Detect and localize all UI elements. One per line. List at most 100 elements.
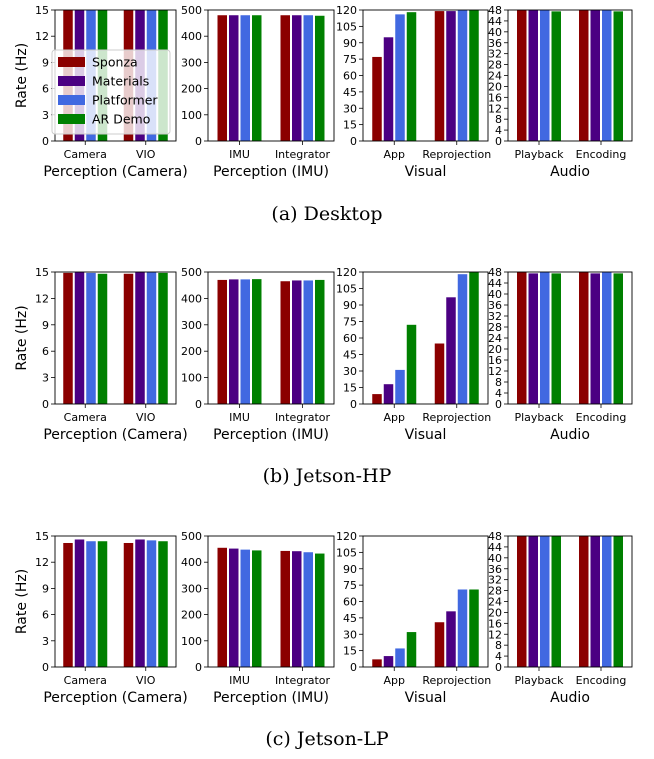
y-tick-label: 9 [42, 319, 49, 332]
panel-title: Perception (IMU) [213, 164, 329, 180]
x-tick-label: Integrator [275, 411, 331, 424]
bar-vio-platformer [146, 540, 157, 667]
x-tick-label: Camera [64, 674, 107, 687]
y-tick-label: 6 [42, 83, 49, 96]
bar-reprojection-sponza [434, 622, 445, 667]
panel-title: Visual [405, 690, 447, 706]
y-tick-label: 0 [42, 135, 49, 148]
x-tick-label: Playback [514, 674, 564, 687]
y-tick-label: 28 [488, 321, 502, 334]
x-tick-label: IMU [229, 674, 250, 687]
x-tick-label: VIO [136, 674, 156, 687]
y-tick-label: 120 [336, 4, 357, 17]
bar-vio-ar-demo [158, 541, 168, 667]
bar-playback-platformer [540, 272, 550, 404]
y-tick-label: 44 [488, 541, 502, 554]
y-tick-label: 75 [343, 53, 357, 66]
y-tick-label: 24 [488, 596, 502, 609]
bar-vio-sponza [123, 542, 134, 667]
y-tick-label: 90 [343, 563, 357, 576]
y-tick-label: 0 [195, 661, 202, 674]
bar-reprojection-materials [446, 611, 456, 667]
panel-frame [362, 271, 489, 405]
x-tick-label: Encoding [576, 411, 627, 424]
y-tick-label: 3 [42, 372, 49, 385]
bar-integrator-platformer [303, 552, 313, 667]
y-tick-label: 0 [495, 661, 502, 674]
legend-entry: Platformer [92, 93, 158, 108]
bar-app-materials [383, 656, 394, 667]
x-tick-label: Camera [64, 411, 107, 424]
y-tick-label: 60 [343, 70, 357, 83]
bar-camera-ar-demo [97, 541, 108, 667]
bar-playback-platformer [540, 536, 550, 667]
bar-app-materials [383, 37, 394, 141]
x-tick-label: VIO [136, 411, 156, 424]
y-tick-label: 90 [343, 37, 357, 50]
bar-reprojection-ar-demo [469, 10, 479, 141]
y-tick-label: 0 [350, 135, 357, 148]
bar-playback-sponza [517, 272, 527, 404]
y-tick-label: 12 [488, 628, 502, 641]
y-tick-label: 12 [35, 556, 49, 569]
y-tick-label: 20 [488, 343, 502, 356]
y-tick-label: 0 [42, 661, 49, 674]
bar-integrator-ar-demo [315, 15, 325, 141]
y-tick-label: 400 [181, 556, 202, 569]
y-tick-label: 0 [195, 135, 202, 148]
bar-vio-ar-demo [158, 272, 168, 404]
bar-reprojection-ar-demo [469, 272, 479, 404]
bar-reprojection-materials [446, 297, 456, 404]
y-tick-label: 0 [195, 398, 202, 411]
y-axis-label: Rate (Hz) [14, 43, 30, 108]
bar-integrator-ar-demo [315, 553, 325, 667]
bar-reprojection-materials [446, 11, 456, 142]
bar-encoding-ar-demo [613, 273, 623, 405]
y-tick-label: 400 [181, 292, 202, 305]
bar-encoding-sponza [579, 536, 589, 667]
panel-2-1: Camera VIO 0 3 6 9 12 15 Perception (Camera) Rate… [14, 266, 188, 443]
y-tick-label: 60 [343, 332, 357, 345]
y-tick-label: 30 [343, 628, 357, 641]
y-tick-label: 40 [488, 552, 502, 565]
x-tick-label: Integrator [275, 674, 331, 687]
panel-title: Perception (Camera) [43, 427, 187, 443]
y-tick-label: 24 [488, 332, 502, 345]
bar-vio-materials [135, 539, 145, 667]
bar-app-ar-demo [406, 324, 417, 404]
panel-frame [207, 9, 335, 142]
bar-encoding-platformer [602, 536, 612, 667]
x-tick-label: App [384, 411, 406, 424]
bar-camera-materials [74, 272, 85, 404]
panel-1-2: IMU Integrator 0 100 200 300 400 500 Perception … [181, 4, 335, 180]
panel-title: Audio [550, 690, 590, 706]
y-tick-label: 30 [343, 365, 357, 378]
bar-integrator-platformer [303, 15, 313, 142]
legend-swatch [58, 114, 85, 124]
y-tick-label: 12 [35, 292, 49, 305]
y-tick-label: 105 [336, 546, 357, 559]
y-tick-label: 32 [488, 574, 502, 587]
y-tick-label: 60 [343, 596, 357, 609]
bar-imu-platformer [240, 279, 250, 404]
y-tick-label: 100 [181, 635, 202, 648]
y-tick-label: 15 [343, 119, 357, 132]
y-tick-label: 105 [336, 283, 357, 296]
bar-camera-platformer [86, 272, 96, 404]
y-tick-label: 120 [336, 530, 357, 543]
y-tick-label: 105 [336, 20, 357, 33]
y-tick-label: 20 [488, 80, 502, 93]
bar-app-ar-demo [406, 12, 417, 142]
y-tick-label: 24 [488, 70, 502, 83]
bar-playback-ar-demo [551, 536, 561, 667]
bar-imu-ar-demo [252, 279, 262, 404]
bar-integrator-materials [292, 15, 302, 142]
y-tick-label: 0 [495, 398, 502, 411]
bar-app-platformer [395, 648, 405, 667]
y-tick-label: 20 [488, 606, 502, 619]
y-tick-label: 9 [42, 582, 49, 595]
y-tick-label: 15 [35, 530, 49, 543]
y-tick-label: 500 [181, 4, 202, 17]
row-caption: (c) Jetson-LP [265, 728, 388, 750]
y-tick-label: 36 [488, 37, 502, 50]
